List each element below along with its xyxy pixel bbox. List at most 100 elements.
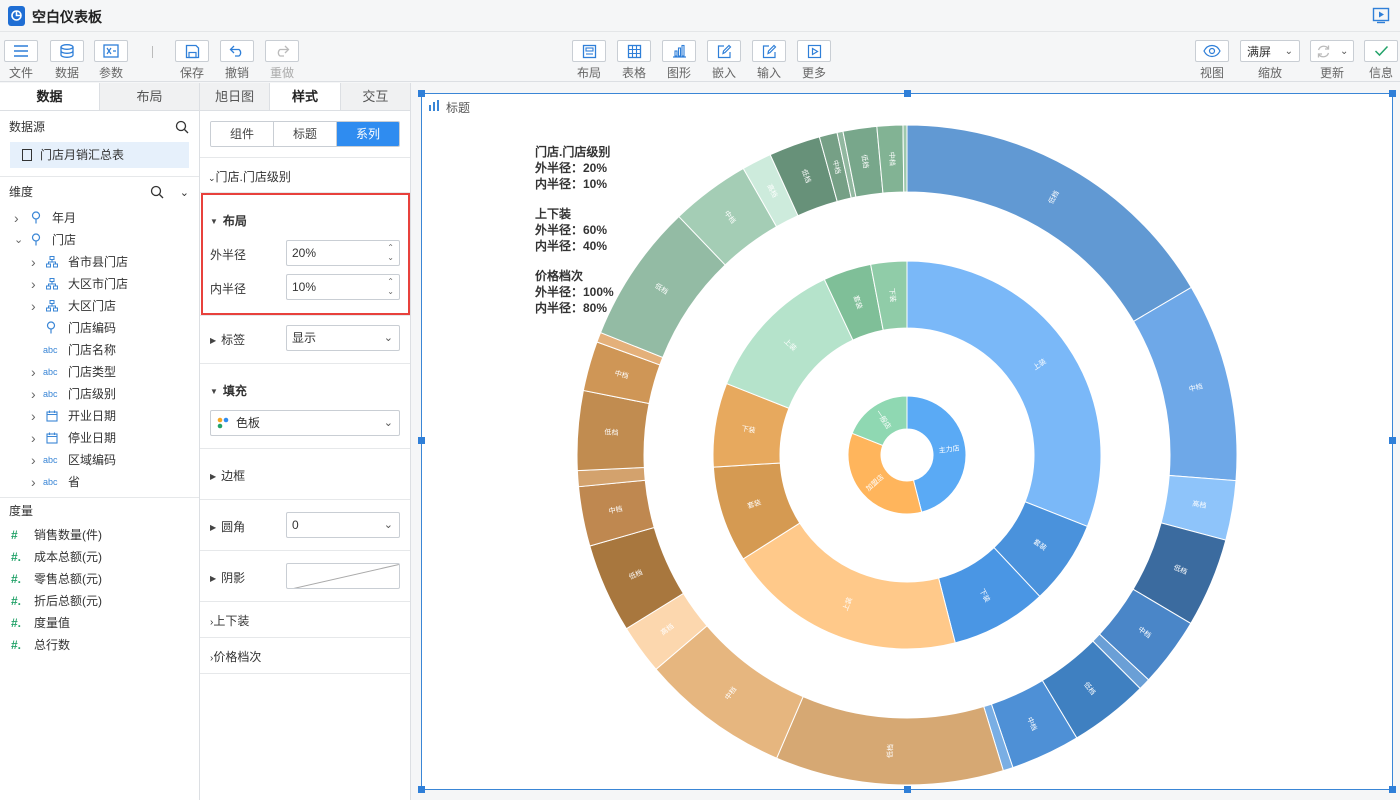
measure-list: # 销售数量(件) #. 成本总额(元) #. 零售总额(元) #. 折后总额(元) #. 度量值… [0,524,199,656]
series-price[interactable]: ›价格档次 [210,650,262,664]
caret-right-icon: ▶ [210,472,217,481]
search-icon[interactable] [150,185,164,199]
embed-button[interactable]: 嵌入 [707,40,741,81]
more-button[interactable]: 更多 [797,40,831,81]
divider [0,176,199,177]
chevron-right-icon[interactable]: › [31,452,36,468]
chevron-down-icon[interactable]: ⌄ [387,253,394,262]
measure-item[interactable]: #. 零售总额(元) [0,568,199,590]
table-button[interactable]: 表格 [617,40,651,81]
dimension-item[interactable]: 门店编码 [0,317,199,339]
chevron-right-icon[interactable]: › [31,364,36,380]
view-button[interactable]: 视图 [1195,40,1229,81]
tab-sunburst[interactable]: 旭日图 [200,83,270,110]
chevron-right-icon[interactable]: › [31,254,36,270]
data-button[interactable]: 数据 [50,40,84,81]
sunburst-component[interactable] [421,93,1393,790]
chevron-right-icon[interactable]: › [14,210,19,226]
tab-data[interactable]: 数据 [0,83,100,110]
measure-item[interactable]: #. 成本总额(元) [0,546,199,568]
dimension-item[interactable]: › 停业日期 [0,427,199,449]
dimension-item[interactable]: › abc 门店类型 [0,361,199,383]
measure-item[interactable]: #. 度量值 [0,612,199,634]
segment-series[interactable]: 系列 [337,122,399,146]
dimension-item[interactable]: abc 门店名称 [0,339,199,361]
resize-handle[interactable] [1389,786,1396,793]
chevron-up-icon[interactable]: ⌃ [387,277,394,286]
redo-button[interactable]: 重做 [265,40,299,81]
dimension-item[interactable]: › 大区门店 [0,295,199,317]
refresh-button[interactable]: ⌄ 更新 [1310,40,1354,81]
fill-section[interactable]: ▼ 填充 [210,384,247,398]
datasource-item[interactable]: 门店月销汇总表 [10,142,189,168]
chevron-down-icon[interactable]: ⌄ [14,234,24,246]
dimension-item[interactable]: ⌄ 门店 [0,229,199,251]
series-store-level[interactable]: ⌄门店.门店级别 [208,170,291,184]
caret-down-icon: ▼ [210,387,218,396]
divider [200,499,410,500]
layout-section[interactable]: ▼ 布局 [210,214,247,228]
file-button[interactable]: 文件 [4,40,38,81]
tab-style[interactable]: 样式 [269,83,341,110]
corner-select[interactable]: 0 ⌄ [286,512,400,538]
search-icon[interactable] [175,120,189,134]
resize-handle[interactable] [418,90,425,97]
series-updown[interactable]: ›上下装 [210,614,250,628]
chevron-right-icon[interactable]: › [31,408,36,424]
measure-item[interactable]: #. 总行数 [0,634,199,656]
dimension-item[interactable]: › abc 省 [0,471,199,493]
preview-icon[interactable] [1372,6,1390,24]
chevron-right-icon[interactable]: › [31,474,36,490]
measure-item[interactable]: # 销售数量(件) [0,524,199,546]
params-button[interactable]: 参数 [94,40,128,81]
undo-icon [229,45,242,57]
input-button[interactable]: 输入 [752,40,786,81]
dimension-item[interactable]: › abc 区域编码 [0,449,199,471]
resize-handle[interactable] [904,786,911,793]
chevron-right-icon[interactable]: › [31,386,36,402]
corner-section[interactable]: ▶ 圆角 [210,520,246,534]
chevron-right-icon[interactable]: › [31,430,36,446]
dimension-item[interactable]: › 开业日期 [0,405,199,427]
chevron-right-icon[interactable]: › [31,298,36,314]
inner-radius-input[interactable]: 10% ⌃ ⌄ [286,274,400,300]
divider [200,363,410,364]
chevron-up-icon[interactable]: ⌃ [387,243,394,252]
table-icon [627,44,641,58]
fill-select[interactable]: 色板 ⌄ [210,410,400,436]
dimension-item[interactable]: › 年月 [0,207,199,229]
resize-handle[interactable] [1389,437,1396,444]
border-section[interactable]: ▶ 边框 [210,469,246,483]
tab-layout[interactable]: 布局 [100,83,199,110]
save-button[interactable]: 保存 [175,40,209,81]
chevron-right-icon[interactable]: › [31,276,36,292]
resize-handle[interactable] [418,786,425,793]
outer-radius-input[interactable]: 20% ⌃ ⌄ [286,240,400,266]
tab-interaction[interactable]: 交互 [340,83,410,110]
dimension-item[interactable]: › 大区市门店 [0,273,199,295]
label-section[interactable]: ▶ 标签 [210,333,246,347]
bar-chart-icon [429,100,439,111]
zoom-select[interactable]: 满屏 ⌄ 缩放 [1240,40,1300,81]
chart-button[interactable]: 图形 [662,40,696,81]
segment-component[interactable]: 组件 [211,122,274,146]
resize-handle[interactable] [1389,90,1396,97]
label-select[interactable]: 显示 ⌄ [286,325,400,351]
geo-icon [31,207,41,233]
dimension-item[interactable]: › abc 门店级别 [0,383,199,405]
segment-title[interactable]: 标题 [274,122,337,146]
shadow-picker[interactable] [286,563,400,589]
check-icon [1374,45,1388,57]
resize-handle[interactable] [418,437,425,444]
chevron-down-icon: ⌄ [383,332,393,344]
resize-handle[interactable] [904,90,911,97]
shadow-section[interactable]: ▶ 阴影 [210,571,246,585]
layout-icon [582,44,596,58]
undo-button[interactable]: 撤销 [220,40,254,81]
info-button[interactable]: 信息 [1364,40,1398,81]
chevron-down-icon[interactable]: ⌄ [179,187,189,199]
layout-button[interactable]: 布局 [572,40,606,81]
chevron-down-icon[interactable]: ⌄ [387,287,394,296]
dimension-item[interactable]: › 省市县门店 [0,251,199,273]
measure-item[interactable]: #. 折后总额(元) [0,590,199,612]
